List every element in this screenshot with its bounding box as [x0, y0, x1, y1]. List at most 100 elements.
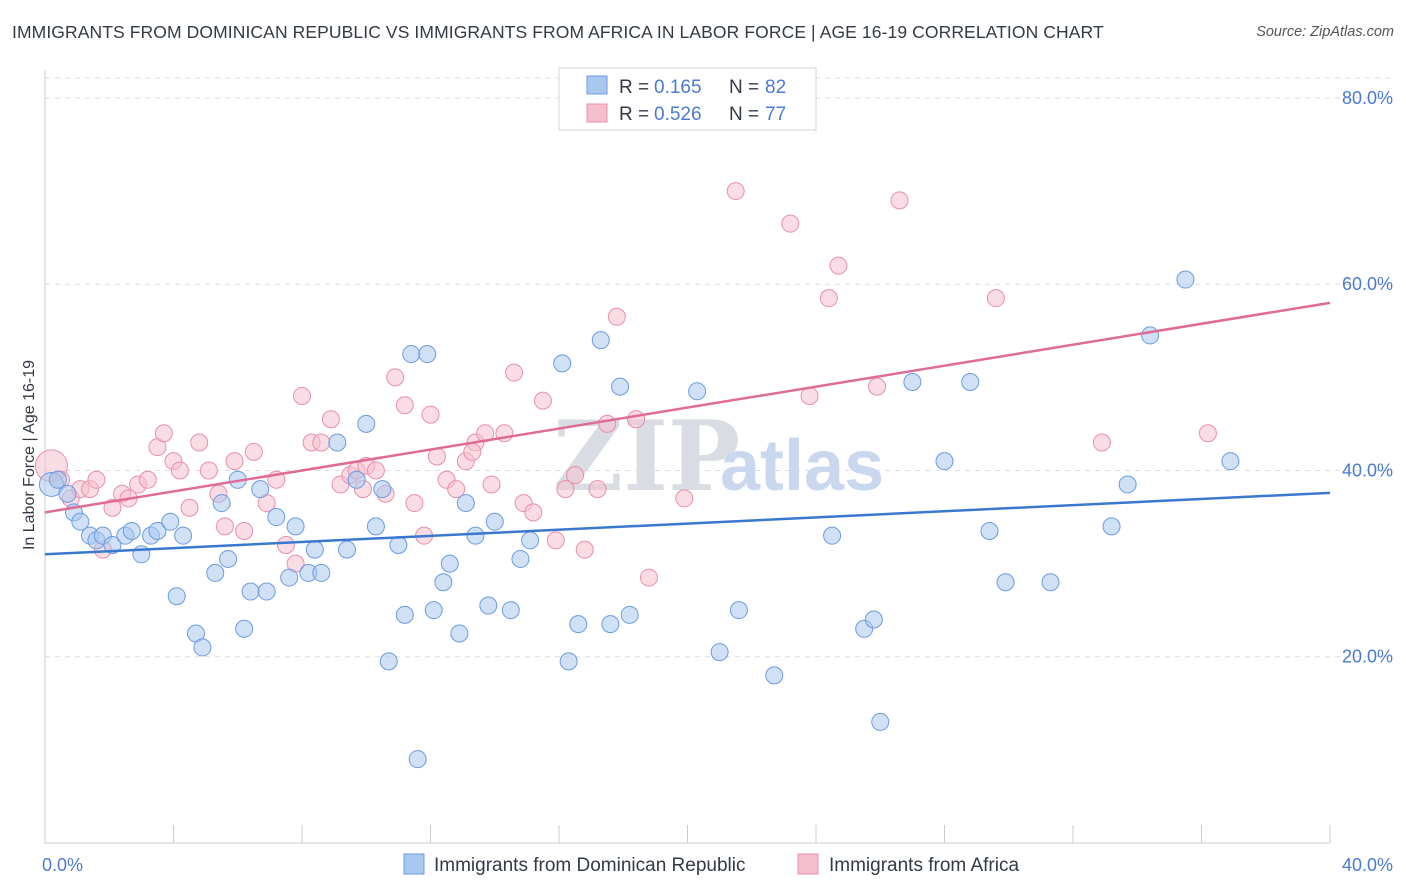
point-dominican	[251, 480, 270, 499]
bottom-legend-label: Immigrants from Dominican Republic	[434, 855, 746, 876]
series-legend: Immigrants from Dominican Republic Immig…	[403, 853, 1019, 876]
x-tick-label: 40.0%	[1342, 855, 1393, 875]
y-tick-labels: 20.0% 40.0% 60.0% 80.0%	[1342, 88, 1393, 667]
point-dominican	[710, 643, 729, 662]
point-dominican	[553, 354, 572, 373]
point-dominican	[418, 345, 437, 364]
point-africa	[395, 396, 414, 415]
point-dominican	[1118, 475, 1137, 494]
point-africa	[986, 289, 1005, 308]
point-dominican	[466, 526, 485, 545]
point-africa	[627, 410, 646, 429]
point-dominican	[206, 563, 225, 582]
point-dominican	[688, 382, 707, 401]
point-africa	[726, 182, 745, 201]
trend-line-africa	[44, 301, 1331, 514]
point-dominican	[620, 605, 639, 624]
point-dominican	[347, 470, 366, 489]
point-africa	[138, 470, 157, 489]
point-dominican	[212, 494, 231, 513]
point-dominican	[389, 535, 408, 554]
x-tick-label: 0.0%	[42, 855, 83, 875]
point-africa	[781, 214, 800, 233]
point-dominican	[434, 573, 453, 592]
point-dominican	[591, 331, 610, 350]
point-dominican	[961, 372, 980, 391]
point-dominican	[456, 494, 475, 513]
point-africa	[293, 386, 311, 405]
point-africa	[639, 568, 658, 587]
point-africa	[463, 442, 482, 461]
point-dominican	[305, 540, 324, 559]
point-africa	[505, 363, 524, 382]
point-africa	[312, 433, 331, 452]
point-africa	[800, 386, 819, 405]
point-dominican	[729, 601, 748, 620]
point-africa	[1092, 433, 1111, 452]
point-dominican	[366, 517, 385, 536]
point-africa	[556, 480, 575, 499]
point-dominican	[765, 666, 784, 685]
series-dominican-points	[38, 270, 1240, 769]
point-dominican	[328, 433, 347, 452]
point-africa	[1198, 424, 1217, 443]
point-africa	[225, 452, 244, 471]
point-dominican	[864, 610, 883, 629]
point-dominican	[424, 601, 443, 620]
y-tick-label: 80.0%	[1342, 88, 1393, 108]
point-africa	[675, 489, 694, 508]
correlation-legend: R = 0.165 N = 82 R = 0.526 N = 77	[558, 67, 817, 131]
point-africa	[321, 410, 340, 429]
point-dominican	[337, 540, 356, 559]
y-tick-label: 40.0%	[1342, 460, 1393, 480]
point-dominican	[373, 480, 392, 499]
point-dominican	[103, 535, 122, 554]
point-dominican	[996, 573, 1015, 592]
point-dominican	[395, 605, 414, 624]
point-dominican	[501, 601, 520, 620]
point-dominican	[122, 522, 141, 541]
point-africa	[170, 461, 189, 480]
point-dominican	[559, 652, 578, 671]
y-axis-label: In Labor Force | Age 16-19	[21, 360, 38, 550]
legend-swatch-pink	[586, 103, 608, 123]
point-dominican	[1176, 270, 1195, 289]
point-dominican	[601, 615, 620, 634]
point-dominican	[903, 372, 922, 391]
point-dominican	[485, 512, 504, 531]
point-dominican	[1141, 326, 1160, 345]
point-africa	[533, 391, 552, 410]
point-africa	[366, 461, 385, 480]
point-dominican	[312, 563, 331, 582]
trend-line-dominican	[44, 491, 1331, 556]
legend-n-value: 82	[765, 77, 786, 98]
point-africa	[598, 414, 617, 433]
legend-r-value: 0.165	[654, 77, 702, 98]
point-dominican	[241, 582, 260, 601]
point-dominican	[450, 624, 469, 643]
legend-r-label: R =	[619, 104, 649, 125]
point-dominican	[48, 470, 67, 489]
point-dominican	[521, 531, 540, 550]
point-africa	[890, 191, 909, 210]
point-africa	[829, 256, 848, 275]
point-dominican	[379, 652, 398, 671]
point-africa	[405, 494, 424, 513]
y-tick-label: 60.0%	[1342, 274, 1393, 294]
watermark: ZIP atlas	[553, 400, 884, 513]
point-dominican	[511, 549, 530, 568]
point-africa	[235, 522, 254, 541]
point-africa	[244, 442, 263, 461]
point-africa	[180, 498, 199, 517]
point-africa	[421, 405, 440, 424]
point-dominican	[569, 615, 588, 634]
point-dominican	[408, 750, 427, 769]
chart-title: IMMIGRANTS FROM DOMINICAN REPUBLIC VS IM…	[12, 22, 1104, 42]
point-dominican	[440, 554, 459, 573]
bottom-legend-swatch-blue	[403, 853, 425, 875]
point-dominican	[611, 377, 630, 396]
watermark-atlas: atlas	[720, 426, 884, 506]
point-africa	[588, 480, 607, 499]
point-dominican	[235, 619, 254, 638]
